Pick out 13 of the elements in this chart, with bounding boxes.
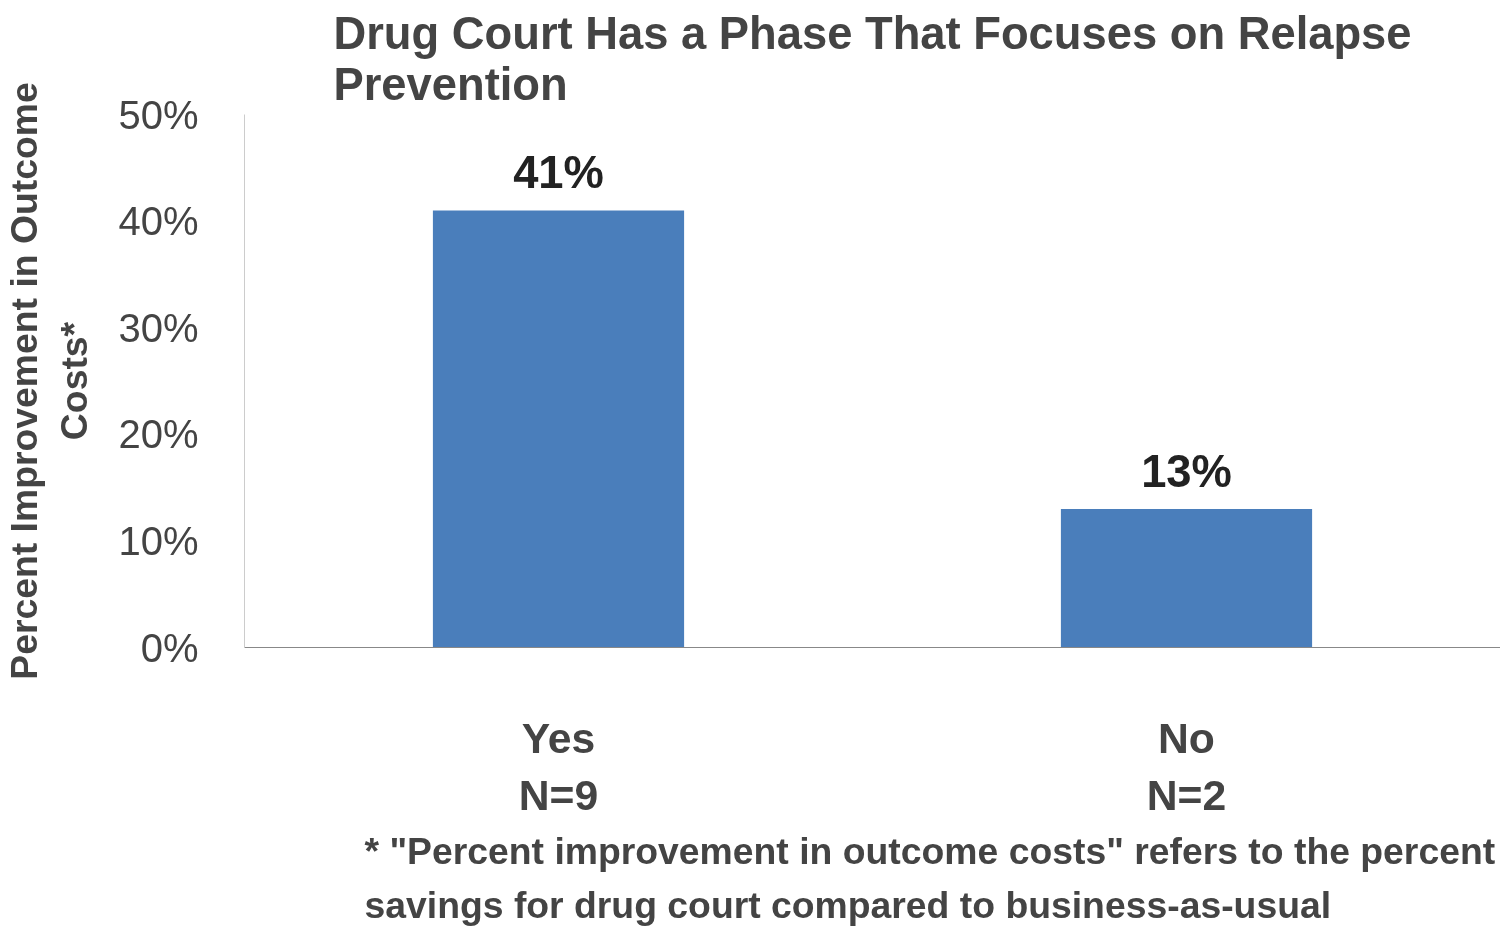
y-tick-label: 50% — [118, 92, 199, 137]
data-label: 13% — [1141, 445, 1232, 497]
data-label: 41% — [513, 147, 604, 199]
y-tick-label: 10% — [118, 518, 199, 563]
y-tick-label: 0% — [140, 625, 199, 670]
y-tick-label: 40% — [118, 199, 199, 244]
y-tick-label: 30% — [118, 305, 199, 350]
x-tick-label: No N=2 — [1146, 713, 1227, 820]
text: * "Percent improvement in outcome costs" refers to the percent savings for drug court compared to business-as-usual — [364, 829, 1496, 926]
x-tick-label: Yes N=9 — [518, 713, 599, 820]
y-axis-title: Percent Improvement in Outcome Costs* — [3, 82, 96, 680]
chart-title: Drug Court Has a Phase That Focuses on Relapse Prevention — [333, 7, 1412, 110]
y-tick-label: 20% — [118, 412, 199, 457]
